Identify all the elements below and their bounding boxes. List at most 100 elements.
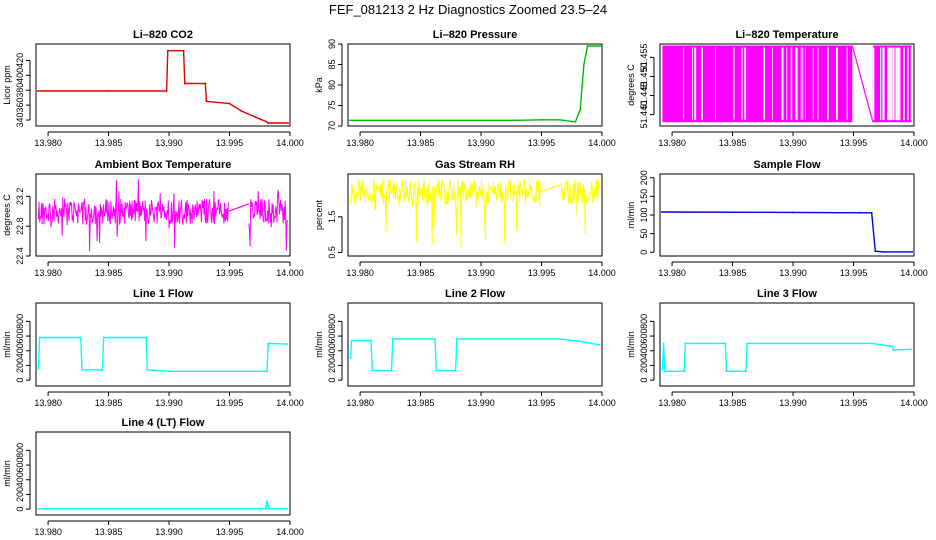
data-point [168, 370, 170, 373]
y-tick-label: 0 [327, 378, 337, 383]
x-tick-label: 13.985 [719, 138, 747, 148]
y-tick-label: 420 [15, 53, 25, 68]
y-axis-label: ml/min [2, 460, 12, 487]
data-area [349, 177, 601, 248]
data-point [165, 90, 168, 92]
y-tick-label: 22.4 [15, 247, 25, 265]
x-tick-label: 14.000 [276, 268, 304, 278]
y-tick-label: 50 [639, 229, 649, 239]
plot-frame [35, 173, 291, 257]
chart-title: Li–820 Pressure [433, 29, 517, 41]
data-point [38, 336, 41, 339]
y-tick-label: 23.2 [15, 188, 25, 206]
x-tick-label: 13.985 [95, 268, 123, 278]
y-axis-label: ml/min [2, 331, 12, 358]
y-tick-label: 400 [15, 472, 25, 487]
y-tick-label: 200 [15, 358, 25, 373]
x-tick-label: 13.995 [528, 138, 556, 148]
y-axis-label: degrees C [2, 194, 12, 236]
y-tick-label: 380 [15, 83, 25, 98]
data-area [349, 338, 601, 372]
y-tick-label: 70 [327, 121, 337, 131]
x-tick-label: 13.985 [407, 138, 435, 148]
chart-title: Line 4 (LT) Flow [122, 417, 205, 429]
y-tick-label: 1.5 [327, 211, 337, 224]
x-tick-label: 13.980 [34, 138, 62, 148]
x-tick-label: 13.985 [95, 398, 123, 408]
data-point [683, 370, 686, 373]
data-point [663, 370, 666, 373]
data-area [661, 211, 913, 253]
data-point [434, 338, 436, 340]
x-tick-label: 13.980 [346, 398, 374, 408]
chart-2: Li–820 Pressure kPa 13.980 13.985 13.990 13.9… [314, 29, 616, 148]
data-point [267, 122, 270, 124]
data-point [182, 49, 185, 52]
plot-frame [347, 302, 603, 387]
x-tick-label: 13.995 [528, 398, 556, 408]
y-tick-label: 400 [327, 343, 337, 358]
x-tick-label: 13.985 [719, 268, 747, 278]
data-point [391, 338, 394, 340]
y-tick-label: 90 [327, 39, 337, 49]
data-point [725, 370, 728, 373]
y-tick-label: 400 [639, 343, 649, 358]
data-point [228, 102, 231, 105]
y-tick-label: 51.450 [639, 63, 649, 91]
series-line [37, 50, 289, 124]
y-axis-label: ml/min [626, 331, 636, 358]
x-tick-label: 14.000 [588, 398, 616, 408]
data-point [910, 348, 913, 351]
data-point [870, 342, 873, 345]
x-tick-label: 14.000 [588, 268, 616, 278]
data-point [745, 370, 747, 373]
y-tick-label: 51.440 [639, 101, 649, 129]
series-line [851, 45, 874, 123]
x-tick-label: 13.985 [407, 268, 435, 278]
plot-frame [659, 173, 915, 257]
series-line [37, 179, 229, 252]
chart-title: Sample Flow [753, 159, 821, 171]
y-tick-label: 85 [327, 59, 337, 69]
data-area [37, 179, 289, 252]
y-tick-label: 0 [15, 507, 25, 512]
data-point [746, 342, 748, 345]
y-tick-label: 600 [15, 458, 25, 473]
data-point [684, 342, 687, 345]
series-connector [228, 203, 250, 212]
x-tick-label: 13.990 [155, 398, 183, 408]
data-point [598, 344, 601, 346]
data-point [724, 342, 727, 345]
data-point [454, 369, 457, 372]
data-point [456, 338, 458, 340]
data-area [37, 500, 289, 510]
y-tick-label: 400 [15, 343, 25, 358]
y-axis-label: ml/min [626, 202, 636, 229]
series-band [662, 45, 853, 123]
data-point [107, 90, 110, 92]
data-point [166, 49, 169, 52]
data-point [579, 108, 582, 111]
y-tick-label: 51.455 [639, 44, 649, 72]
y-tick-label: 0 [15, 378, 25, 383]
data-point [101, 368, 104, 371]
data-point [558, 118, 561, 121]
series-line [37, 336, 288, 372]
y-tick-label: 800 [327, 314, 337, 329]
plot-frame [347, 43, 603, 127]
data-point [858, 211, 861, 214]
data-point [146, 368, 149, 371]
data-point [792, 211, 794, 214]
y-axis-label: Licor ppm [2, 65, 12, 105]
data-area [349, 45, 601, 123]
chart-8: Line 2 Flow ml/min 13.980 13.985 13.990 13.99… [314, 288, 616, 408]
data-area [37, 336, 289, 373]
data-point [662, 342, 665, 345]
data-point [264, 507, 267, 510]
series-line [661, 342, 912, 372]
data-point [183, 82, 186, 85]
data-point [81, 368, 83, 371]
y-tick-label: 150 [639, 189, 649, 204]
data-point [240, 110, 243, 112]
data-point [37, 368, 40, 370]
